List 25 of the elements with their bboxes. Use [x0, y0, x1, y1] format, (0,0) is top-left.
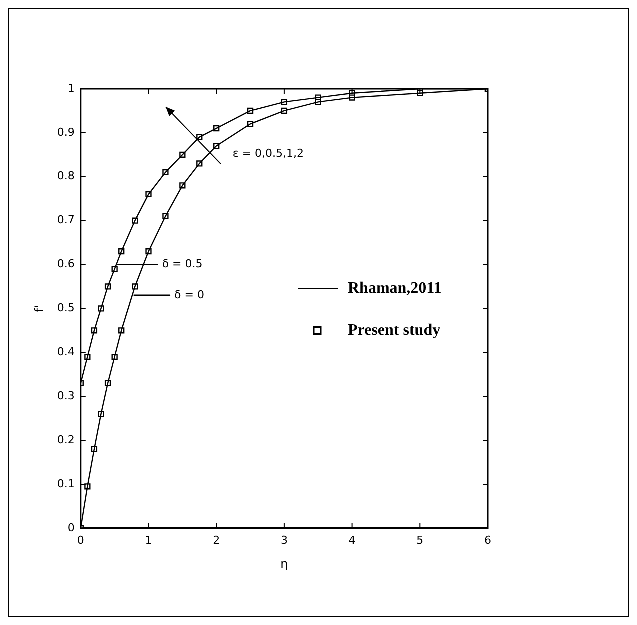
- y-tick-label: 0.9: [57, 126, 75, 139]
- x-tick-label: 2: [213, 534, 220, 547]
- legend-label: Rhaman,2011: [348, 280, 442, 297]
- x-tick-label: 6: [484, 534, 492, 547]
- y-tick-label: 0.1: [57, 477, 75, 490]
- y-tick-label: 0.8: [57, 170, 75, 183]
- y-tick-label: 0.3: [57, 389, 75, 402]
- y-tick-label: 0.5: [57, 302, 75, 315]
- y-tick-label: 0.2: [57, 433, 75, 446]
- annotation: δ = 0.5: [162, 258, 203, 271]
- y-axis-title: f': [32, 304, 46, 312]
- x-tick-label: 3: [280, 534, 288, 547]
- x-axis-title: η: [280, 556, 288, 571]
- x-tick-label: 5: [416, 534, 424, 547]
- y-tick-label: 0.4: [57, 346, 75, 358]
- annotation: ε = 0,0.5,1,2: [232, 146, 304, 160]
- y-tick-label: 0.7: [57, 214, 75, 227]
- x-tick-label: 0: [77, 534, 84, 547]
- x-tick-label: 4: [348, 534, 356, 547]
- y-tick-label: 0.6: [57, 258, 75, 271]
- x-tick-label: 1: [145, 534, 152, 547]
- annotation: δ = 0: [174, 288, 204, 302]
- legend-label: Present study: [348, 322, 441, 339]
- y-tick-label: 1: [68, 82, 75, 95]
- y-tick-label: 0: [68, 521, 75, 534]
